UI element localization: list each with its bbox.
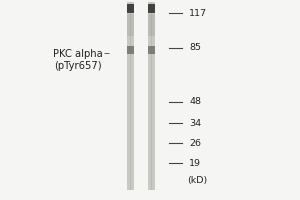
Text: 26: 26 bbox=[189, 138, 201, 148]
Text: 19: 19 bbox=[189, 158, 201, 168]
Text: 34: 34 bbox=[189, 118, 201, 128]
Bar bbox=[148, 4, 155, 13]
Text: 117: 117 bbox=[189, 8, 207, 18]
Bar bbox=[127, 2, 134, 190]
Bar bbox=[127, 14, 134, 36]
Text: PKC alpha: PKC alpha bbox=[53, 49, 103, 59]
Text: (pTyr657): (pTyr657) bbox=[54, 61, 102, 71]
Bar bbox=[127, 4, 134, 13]
Bar bbox=[151, 2, 152, 190]
Bar bbox=[148, 46, 155, 54]
Bar bbox=[130, 2, 131, 190]
Text: 85: 85 bbox=[189, 44, 201, 52]
Bar bbox=[127, 46, 134, 54]
Text: (kD): (kD) bbox=[188, 176, 208, 184]
Bar bbox=[148, 14, 155, 36]
Bar bbox=[148, 2, 155, 190]
Text: --: -- bbox=[104, 48, 111, 58]
Text: 48: 48 bbox=[189, 98, 201, 106]
